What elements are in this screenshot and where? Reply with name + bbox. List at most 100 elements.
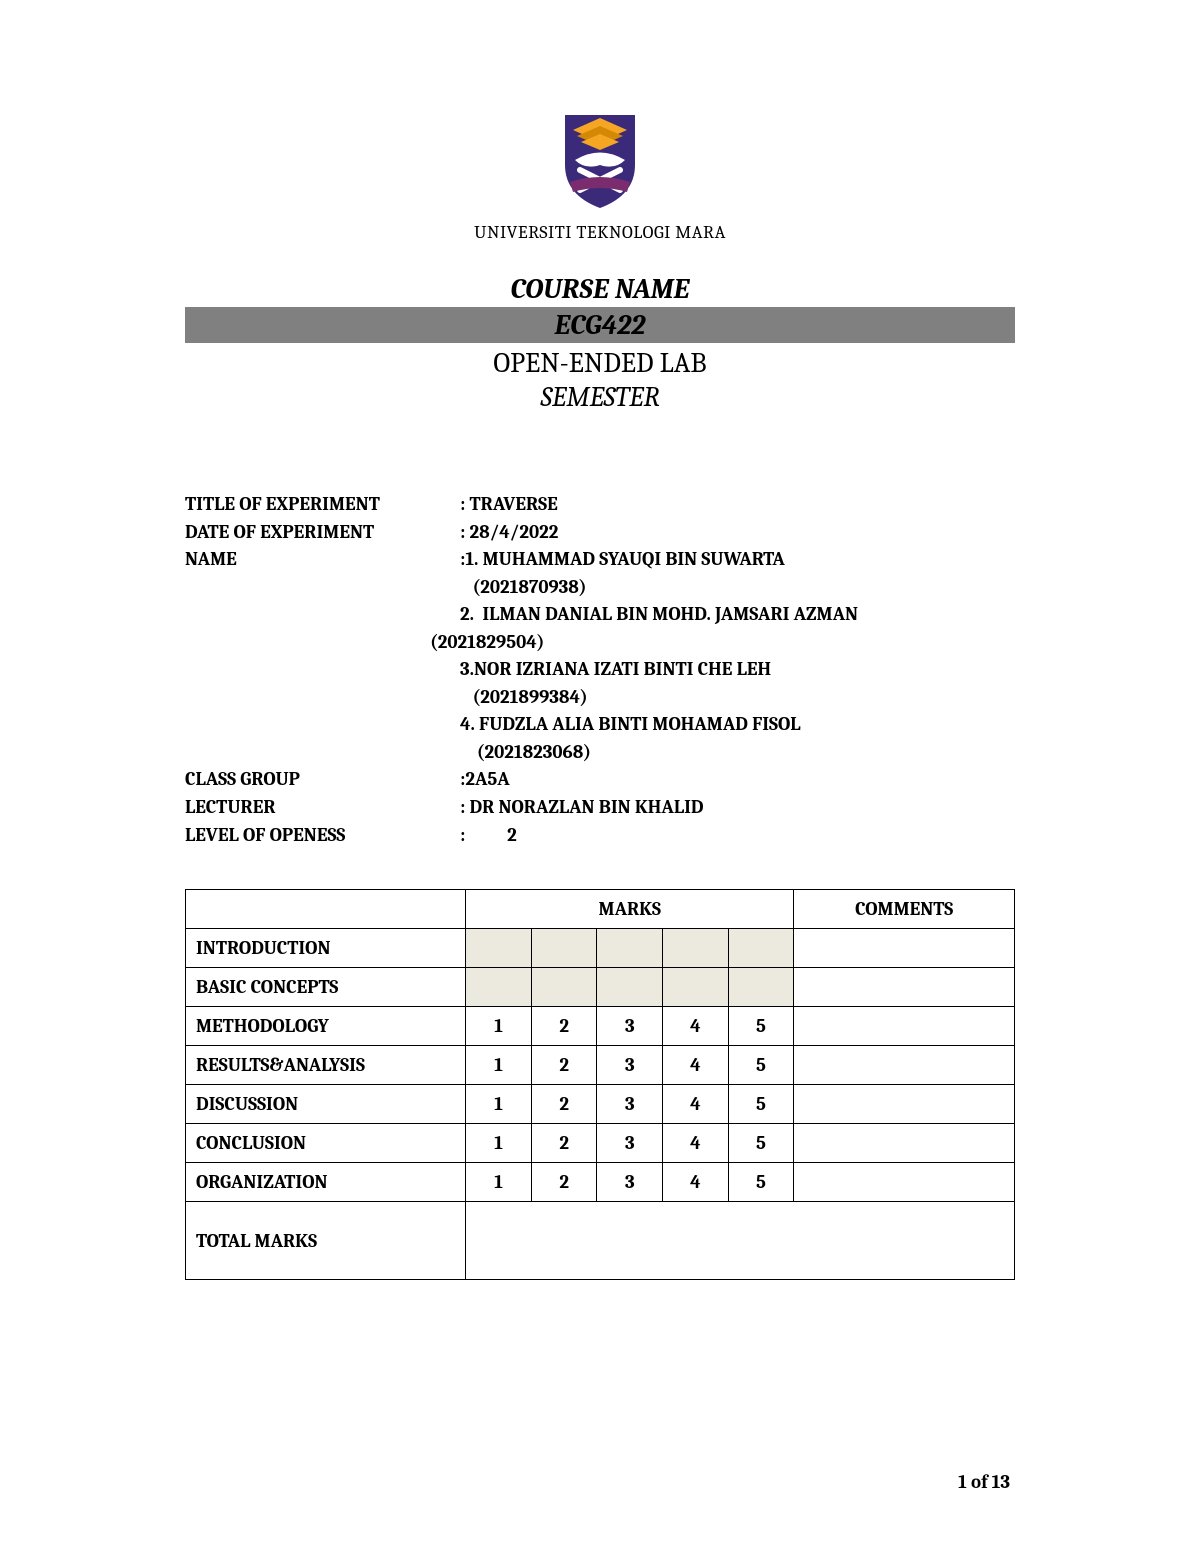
comments-cell: [794, 968, 1015, 1007]
mark-cell: 3: [597, 1046, 663, 1085]
name-value-0: :1. MUHAMMAD SYAUQI BIN SUWARTA: [460, 546, 1015, 574]
name-line: (2021870938): [460, 574, 1015, 602]
criteria-cell: CONCLUSION: [186, 1124, 466, 1163]
page-content: UNIVERSITI TEKNOLOGI MARA COURSE NAME EC…: [0, 0, 1200, 1280]
table-row: DISCUSSION12345: [186, 1085, 1015, 1124]
logo-block: UNIVERSITI TEKNOLOGI MARA: [185, 110, 1015, 243]
semester-label: SEMESTER: [185, 381, 1015, 413]
mark-cell: 4: [663, 1124, 729, 1163]
table-header-row: MARKS COMMENTS: [186, 890, 1015, 929]
detail-row-class: CLASS GROUP :2A5A: [185, 766, 1015, 794]
table-row: ORGANIZATION12345: [186, 1163, 1015, 1202]
lecturer-value: : DR NORAZLAN BIN KHALID: [460, 794, 1015, 822]
mark-cell: 4: [663, 1046, 729, 1085]
mark-cell: [663, 968, 729, 1007]
mark-cell: [531, 929, 597, 968]
class-label: CLASS GROUP: [185, 766, 460, 794]
detail-row-openess: LEVEL OF OPENESS : 2: [185, 822, 1015, 850]
mark-cell: 2: [531, 1163, 597, 1202]
marks-header: MARKS: [466, 890, 794, 929]
mark-cell: 1: [466, 1163, 532, 1202]
university-logo-icon: [555, 110, 645, 210]
detail-row-name: NAME :1. MUHAMMAD SYAUQI BIN SUWARTA: [185, 546, 1015, 574]
comments-cell: [794, 1085, 1015, 1124]
mark-cell: [597, 968, 663, 1007]
table-row: RESULTS&ANALYSIS12345: [186, 1046, 1015, 1085]
mark-cell: 5: [728, 1085, 794, 1124]
table-row: CONCLUSION12345: [186, 1124, 1015, 1163]
mark-cell: 4: [663, 1085, 729, 1124]
table-row: INTRODUCTION: [186, 929, 1015, 968]
mark-cell: [728, 929, 794, 968]
university-name-text: UNIVERSITI TEKNOLOGI MARA: [474, 222, 726, 243]
header-block: COURSE NAME ECG422 OPEN-ENDED LAB SEMEST…: [185, 273, 1015, 413]
criteria-cell: RESULTS&ANALYSIS: [186, 1046, 466, 1085]
detail-row-name-cont: (2021870938)2. ILMAN DANIAL BIN MOHD. JA…: [185, 574, 1015, 767]
detail-row-date: DATE OF EXPERIMENT : 28/4/2022: [185, 519, 1015, 547]
comments-cell: [794, 1007, 1015, 1046]
criteria-header: [186, 890, 466, 929]
details-block: TITLE OF EXPERIMENT : TRAVERSE DATE OF E…: [185, 491, 1015, 849]
criteria-cell: DISCUSSION: [186, 1085, 466, 1124]
mark-cell: 3: [597, 1124, 663, 1163]
name-line: 2. ILMAN DANIAL BIN MOHD. JAMSARI AZMAN: [460, 601, 1015, 629]
date-value: : 28/4/2022: [460, 519, 1015, 547]
criteria-cell: ORGANIZATION: [186, 1163, 466, 1202]
mark-cell: 3: [597, 1085, 663, 1124]
mark-cell: 3: [597, 1007, 663, 1046]
title-value: : TRAVERSE: [460, 491, 1015, 519]
detail-row-title: TITLE OF EXPERIMENT : TRAVERSE: [185, 491, 1015, 519]
comments-cell: [794, 1046, 1015, 1085]
criteria-cell: BASIC CONCEPTS: [186, 968, 466, 1007]
criteria-cell: METHODOLOGY: [186, 1007, 466, 1046]
comments-cell: [794, 1124, 1015, 1163]
lab-title: OPEN-ENDED LAB: [185, 347, 1015, 379]
comments-header: COMMENTS: [794, 890, 1015, 929]
total-row: TOTAL MARKS: [186, 1202, 1015, 1280]
name-line: (2021899384): [460, 684, 1015, 712]
total-value-cell: [466, 1202, 1015, 1280]
page-number: 1 of 13: [958, 1471, 1010, 1493]
table-row: BASIC CONCEPTS: [186, 968, 1015, 1007]
name-line: 4. FUDZLA ALIA BINTI MOHAMAD FISOL: [460, 711, 1015, 739]
mark-cell: 5: [728, 1007, 794, 1046]
mark-cell: [663, 929, 729, 968]
detail-row-lecturer: LECTURER : DR NORAZLAN BIN KHALID: [185, 794, 1015, 822]
mark-cell: 1: [466, 1085, 532, 1124]
marks-table: MARKS COMMENTS INTRODUCTIONBASIC CONCEPT…: [185, 889, 1015, 1280]
title-label: TITLE OF EXPERIMENT: [185, 491, 460, 519]
mark-cell: [597, 929, 663, 968]
total-label-cell: TOTAL MARKS: [186, 1202, 466, 1280]
criteria-cell: INTRODUCTION: [186, 929, 466, 968]
mark-cell: 2: [531, 1007, 597, 1046]
date-label: DATE OF EXPERIMENT: [185, 519, 460, 547]
mark-cell: 1: [466, 1124, 532, 1163]
mark-cell: 2: [531, 1046, 597, 1085]
table-row: METHODOLOGY12345: [186, 1007, 1015, 1046]
name-line: (2021829504): [430, 629, 1015, 657]
comments-cell: [794, 1163, 1015, 1202]
mark-cell: 1: [466, 1007, 532, 1046]
mark-cell: 3: [597, 1163, 663, 1202]
mark-cell: 5: [728, 1124, 794, 1163]
mark-cell: 4: [663, 1007, 729, 1046]
mark-cell: 5: [728, 1046, 794, 1085]
course-code-bar: ECG422: [185, 307, 1015, 343]
mark-cell: [728, 968, 794, 1007]
class-value: :2A5A: [460, 766, 1015, 794]
mark-cell: 4: [663, 1163, 729, 1202]
mark-cell: [466, 968, 532, 1007]
openess-label: LEVEL OF OPENESS: [185, 822, 460, 850]
mark-cell: 5: [728, 1163, 794, 1202]
lecturer-label: LECTURER: [185, 794, 460, 822]
names-list: (2021870938)2. ILMAN DANIAL BIN MOHD. JA…: [460, 574, 1015, 767]
name-line: (2021823068): [460, 739, 1015, 767]
course-name-label: COURSE NAME: [185, 273, 1015, 305]
mark-cell: 1: [466, 1046, 532, 1085]
comments-cell: [794, 929, 1015, 968]
name-line: 3.NOR IZRIANA IZATI BINTI CHE LEH: [460, 656, 1015, 684]
mark-cell: 2: [531, 1124, 597, 1163]
mark-cell: 2: [531, 1085, 597, 1124]
mark-cell: [531, 968, 597, 1007]
name-label: NAME: [185, 546, 460, 574]
